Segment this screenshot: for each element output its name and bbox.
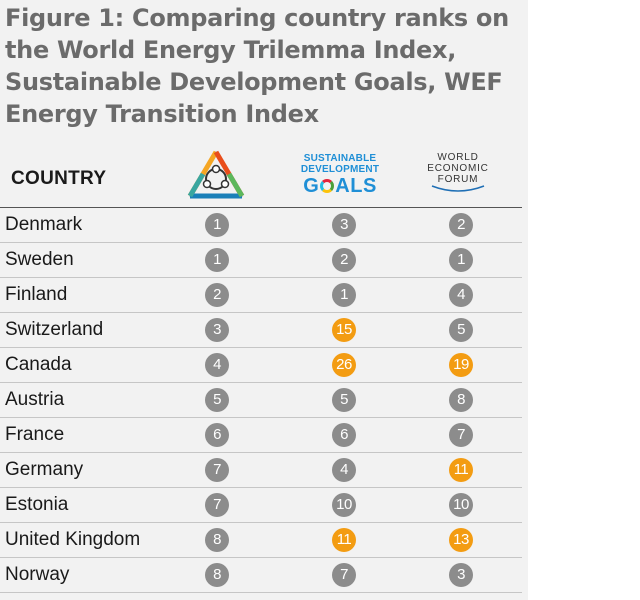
sdg-rank-badge: 7 [332, 563, 356, 587]
sdg-rank-badge: 15 [332, 318, 356, 342]
figure-title: Figure 1: Comparing country ranks on the… [5, 4, 509, 128]
country-column-header: COUNTRY [11, 168, 107, 189]
country-name: Norway [5, 564, 70, 585]
sdg-rank-badge: 11 [332, 528, 356, 552]
wef-rank-badge: 2 [449, 213, 473, 237]
table-row: Switzerland 3 15 5 [0, 313, 522, 348]
country-name: Austria [5, 389, 65, 410]
wef-rank-badge: 5 [449, 318, 473, 342]
trilemma-rank-badge: 2 [205, 283, 229, 307]
country-name: Canada [5, 354, 72, 375]
wef-rank-badge: 7 [449, 423, 473, 447]
trilemma-rank-badge: 8 [205, 528, 229, 552]
table-row: Norway 8 7 3 [0, 558, 522, 593]
sdg-rank-badge: 26 [332, 353, 356, 377]
sdg-logo-line1: SUSTAINABLE [303, 153, 377, 164]
wef-rank-badge: 3 [449, 563, 473, 587]
header-divider [0, 207, 522, 208]
sdg-logo: SUSTAINABLE DEVELOPMENT G ALS [300, 153, 380, 197]
wef-rank-badge: 1 [449, 248, 473, 272]
country-name: Finland [5, 284, 68, 305]
table-row: Finland 2 1 4 [0, 278, 522, 313]
sdg-rank-badge: 6 [332, 423, 356, 447]
table-row: Canada 4 26 19 [0, 348, 522, 383]
wef-rank-badge: 8 [449, 388, 473, 412]
figure-panel [0, 0, 528, 600]
table-row: Sweden 1 2 1 [0, 243, 522, 278]
table-row: Estonia 7 10 10 [0, 488, 522, 523]
wef-logo-line3: FORUM [437, 174, 479, 185]
trilemma-rank-badge: 3 [205, 318, 229, 342]
sdg-rank-badge: 10 [332, 493, 356, 517]
table-row: United Kingdom 8 11 13 [0, 523, 522, 558]
table-row: Austria 5 5 8 [0, 383, 522, 418]
country-name: Switzerland [5, 319, 104, 340]
trilemma-rank-badge: 7 [205, 458, 229, 482]
sdg-logo-line2: DEVELOPMENT [300, 164, 380, 175]
sdg-rank-badge: 5 [332, 388, 356, 412]
sdg-logo-goals-suffix: ALS [335, 175, 377, 197]
trilemma-rank-badge: 1 [205, 213, 229, 237]
wef-logo: WORLD ECONOMIC FORUM [418, 152, 498, 200]
sdg-rank-badge: 3 [332, 213, 356, 237]
trilemma-logo-icon [186, 148, 246, 200]
country-name: Sweden [5, 249, 74, 270]
wef-rank-badge: 10 [449, 493, 473, 517]
country-name: France [5, 424, 65, 445]
wef-rank-badge: 4 [449, 283, 473, 307]
trilemma-rank-badge: 6 [205, 423, 229, 447]
wef-rank-badge: 11 [449, 458, 473, 482]
wef-logo-line1: WORLD [437, 152, 479, 163]
country-name: Estonia [5, 494, 69, 515]
table-row: France 6 6 7 [0, 418, 522, 453]
table-row: Denmark 1 3 2 [0, 208, 522, 243]
trilemma-rank-badge: 8 [205, 563, 229, 587]
wef-rank-badge: 19 [449, 353, 473, 377]
trilemma-rank-badge: 5 [205, 388, 229, 412]
sdg-wheel-icon [320, 179, 335, 193]
trilemma-rank-badge: 7 [205, 493, 229, 517]
sdg-rank-badge: 4 [332, 458, 356, 482]
country-name: United Kingdom [5, 529, 141, 550]
wef-rank-badge: 13 [449, 528, 473, 552]
table-row: Germany 7 4 11 [0, 453, 522, 488]
sdg-logo-goals: G ALS [300, 175, 380, 197]
wef-arc-icon [431, 185, 485, 192]
sdg-rank-badge: 1 [332, 283, 356, 307]
sdg-rank-badge: 2 [332, 248, 356, 272]
country-name: Denmark [5, 214, 83, 235]
country-name: Germany [5, 459, 84, 480]
trilemma-rank-badge: 4 [205, 353, 229, 377]
wef-logo-line2: ECONOMIC [427, 163, 489, 174]
sdg-logo-goals-prefix: G [303, 175, 320, 197]
trilemma-rank-badge: 1 [205, 248, 229, 272]
